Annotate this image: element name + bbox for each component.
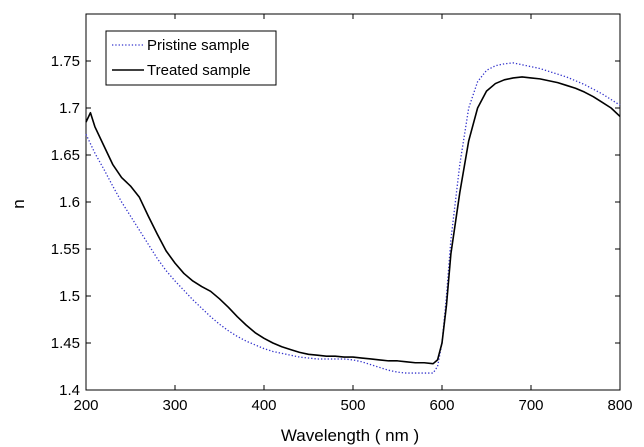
series-lines xyxy=(85,62,621,374)
x-tick-label: 600 xyxy=(429,397,454,414)
x-tick-label: 800 xyxy=(607,397,632,414)
x-tick-label: 200 xyxy=(73,397,98,414)
y-axis-title: n xyxy=(9,199,28,208)
y-tick-label: 1.5 xyxy=(59,288,80,305)
axis-tick-labels: 200 300 400 500 600 700 800 1.4 1.45 1.5 1.55 1.6 1.… xyxy=(51,53,633,414)
axis-ticks xyxy=(85,14,621,391)
legend-label-treated: Treated sample xyxy=(147,62,251,79)
legend-box xyxy=(105,30,277,86)
series-line-pristine xyxy=(85,62,621,374)
x-tick-label: 400 xyxy=(251,397,276,414)
x-tick-label: 700 xyxy=(518,397,543,414)
y-tick-label: 1.75 xyxy=(51,53,80,70)
legend-label-pristine: Pristine sample xyxy=(147,37,250,54)
series-line-treated xyxy=(85,76,621,365)
y-tick-label: 1.7 xyxy=(59,100,80,117)
y-tick-label: 1.6 xyxy=(59,194,80,211)
y-tick-label: 1.45 xyxy=(51,335,80,352)
y-tick-label: 1.55 xyxy=(51,241,80,258)
y-tick-label: 1.4 xyxy=(59,382,80,399)
x-tick-label: 300 xyxy=(162,397,187,414)
y-tick-label: 1.65 xyxy=(51,147,80,164)
x-axis-title: Wavelength ( nm ) xyxy=(281,426,419,445)
x-tick-label: 500 xyxy=(340,397,365,414)
legend: Pristine sample Treated sample xyxy=(105,30,277,86)
